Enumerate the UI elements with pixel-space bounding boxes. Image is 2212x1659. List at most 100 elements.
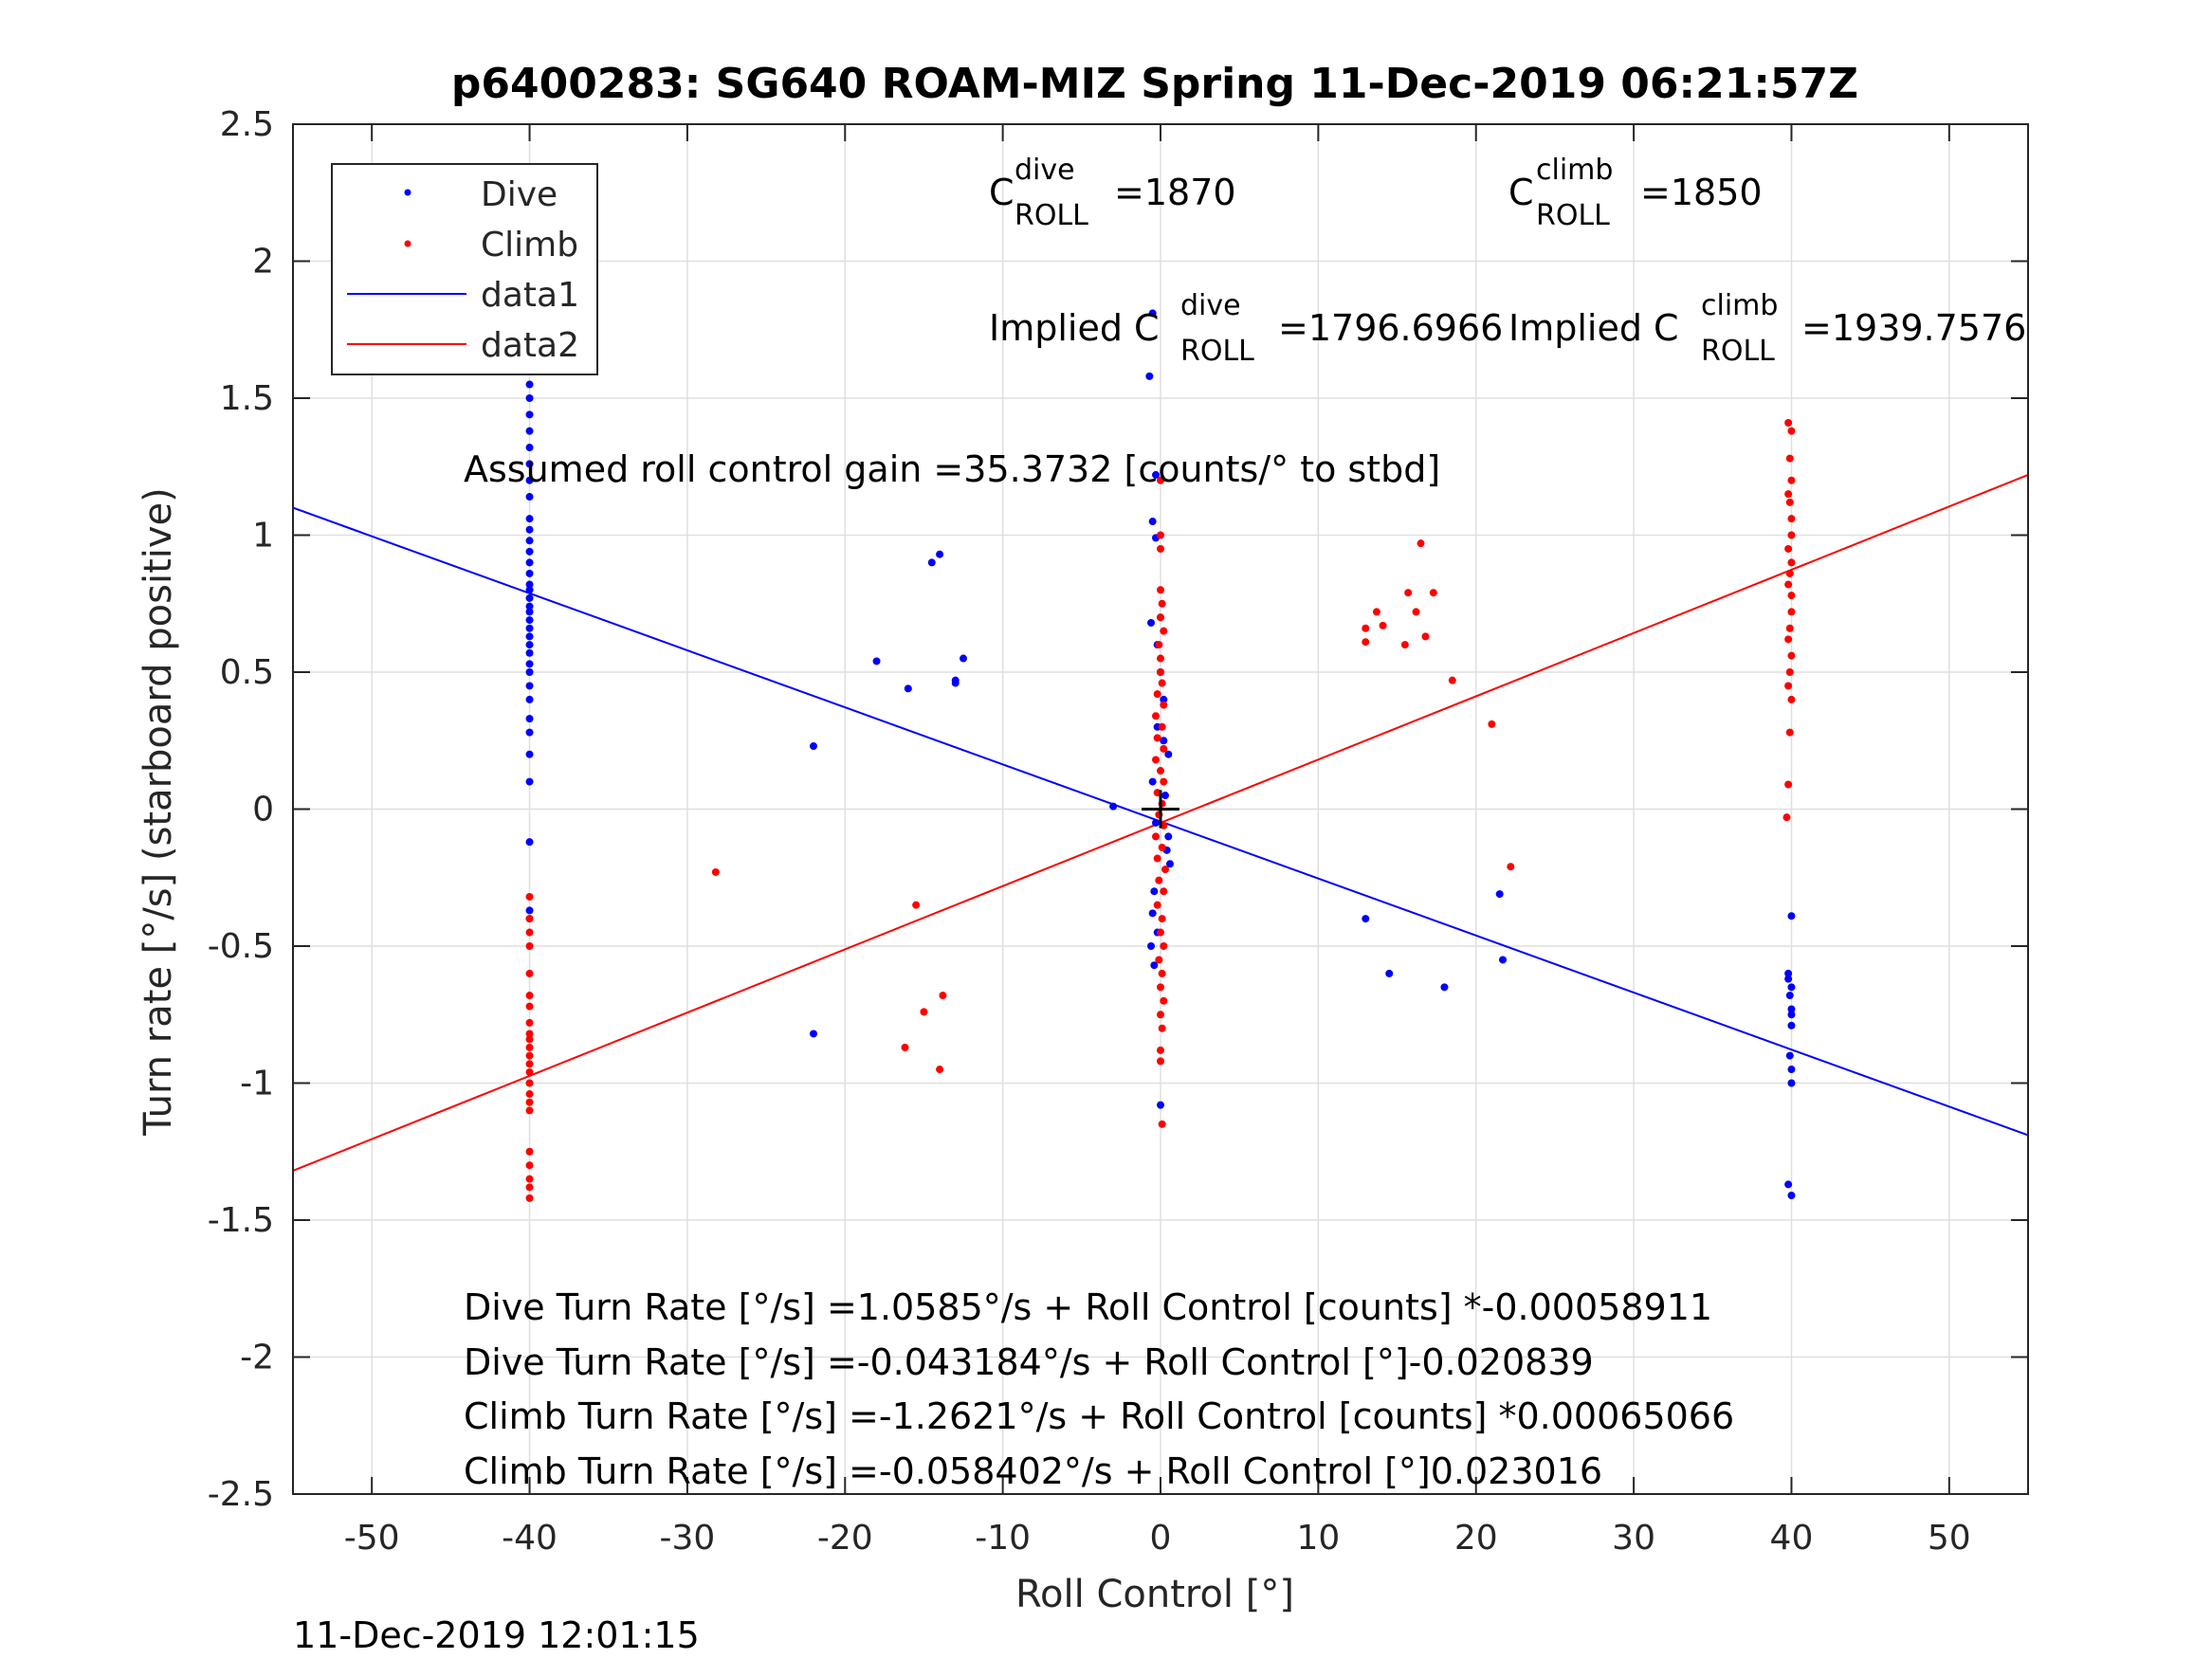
- point-dive: [525, 586, 534, 594]
- point-dive: [525, 493, 534, 501]
- point-climb: [1153, 901, 1161, 909]
- c-dive-sub: ROLL: [1015, 199, 1088, 232]
- point-dive: [1150, 887, 1159, 896]
- point-dive: [1784, 969, 1793, 977]
- implied-climb-annotation: Implied C climb ROLL =1939.7576: [1508, 282, 2026, 369]
- point-climb: [1787, 608, 1796, 616]
- point-climb: [1784, 419, 1793, 428]
- point-dive: [1499, 956, 1508, 964]
- point-dive: [525, 476, 534, 484]
- c-climb-value: =1850: [1640, 172, 1763, 213]
- y-tick-label: -1: [240, 1065, 274, 1103]
- point-climb: [525, 1183, 534, 1192]
- implied-climb-sub: ROLL: [1701, 335, 1775, 368]
- c-dive-value: =1870: [1114, 172, 1236, 213]
- point-climb: [1157, 767, 1164, 775]
- equation-climb-degrees: Climb Turn Rate [°/s] =-0.058402°/s + Ro…: [464, 1450, 1602, 1492]
- point-dive: [1152, 470, 1161, 479]
- point-dive: [936, 550, 944, 558]
- point-dive: [525, 641, 534, 649]
- point-dive: [1150, 961, 1159, 970]
- point-climb: [1158, 843, 1166, 851]
- x-tick-label: -20: [817, 1519, 873, 1558]
- point-climb: [1785, 498, 1794, 506]
- point-dive: [525, 616, 534, 625]
- point-climb: [1785, 668, 1794, 676]
- point-climb: [1362, 638, 1370, 647]
- point-climb: [1507, 863, 1515, 871]
- point-dive: [525, 460, 534, 468]
- point-climb: [1784, 780, 1793, 789]
- point-climb: [1158, 722, 1166, 731]
- legend-dive-marker: [404, 189, 411, 196]
- legend-box: [331, 163, 598, 375]
- equation-climb-counts: Climb Turn Rate [°/s] =-1.2621°/s + Roll…: [464, 1395, 1734, 1437]
- point-dive: [1362, 915, 1370, 923]
- point-dive: [1385, 969, 1394, 977]
- point-climb: [1155, 876, 1163, 884]
- point-climb: [1379, 621, 1387, 629]
- point-climb: [1157, 983, 1164, 992]
- point-climb: [1157, 1057, 1164, 1066]
- point-climb: [1421, 632, 1430, 641]
- point-dive: [525, 593, 534, 602]
- point-climb: [1160, 887, 1168, 896]
- point-dive: [525, 660, 534, 668]
- point-dive: [525, 515, 534, 523]
- point-climb: [711, 867, 720, 876]
- point-dive: [1165, 860, 1174, 868]
- implied-dive-annotation: Implied C dive ROLL =1796.6966: [989, 282, 1503, 369]
- x-ticks: -50 -40 -30 -20 -10 0 10 20 30 40 50: [344, 124, 1971, 1558]
- point-dive: [525, 695, 534, 703]
- point-climb: [525, 1194, 534, 1202]
- point-climb: [1157, 476, 1164, 484]
- point-climb: [525, 1018, 534, 1027]
- y-tick-label: 2.5: [220, 105, 274, 144]
- point-climb: [1785, 624, 1794, 632]
- point-climb: [525, 1161, 534, 1170]
- legend-climb-label: Climb: [481, 226, 578, 264]
- c-climb-sup: climb: [1536, 154, 1613, 187]
- point-dive: [525, 682, 534, 690]
- point-climb: [1782, 813, 1791, 822]
- point-climb: [1157, 1011, 1164, 1019]
- point-dive: [1787, 1021, 1796, 1030]
- x-tick-label: -40: [502, 1519, 558, 1558]
- point-climb: [1157, 613, 1164, 622]
- point-dive: [1152, 818, 1161, 827]
- point-dive: [525, 525, 534, 534]
- implied-climb-value: =1939.7576: [1801, 307, 2026, 349]
- point-climb: [525, 942, 534, 950]
- point-dive: [810, 742, 817, 751]
- point-dive: [960, 654, 968, 663]
- point-dive: [1787, 983, 1796, 992]
- point-dive: [525, 394, 534, 402]
- point-climb: [1160, 744, 1168, 753]
- x-tick-label: 20: [1454, 1519, 1498, 1558]
- point-dive: [525, 750, 534, 758]
- gain-annotation: Assumed roll control gain =35.3732 [coun…: [464, 448, 1440, 490]
- x-tick-label: 10: [1296, 1519, 1340, 1558]
- implied-climb-sup: climb: [1701, 289, 1778, 322]
- point-climb: [1412, 608, 1420, 616]
- point-climb: [1787, 476, 1796, 484]
- point-dive: [525, 728, 534, 737]
- point-dive: [525, 547, 534, 556]
- point-climb: [525, 915, 534, 923]
- point-climb: [1153, 690, 1161, 699]
- point-climb: [936, 1066, 944, 1074]
- point-climb: [525, 969, 534, 977]
- legend-climb-marker: [404, 240, 411, 247]
- point-climb: [1160, 701, 1168, 709]
- x-tick-label: 0: [1150, 1519, 1172, 1558]
- point-dive: [1148, 909, 1157, 918]
- y-tick-label: -2.5: [208, 1475, 274, 1514]
- point-climb: [525, 892, 534, 901]
- c-climb-sub: ROLL: [1536, 199, 1610, 232]
- point-climb: [1157, 668, 1164, 676]
- y-tick-label: 1.5: [220, 379, 274, 418]
- y-tick-label: -1.5: [208, 1201, 274, 1240]
- point-climb: [1372, 608, 1380, 616]
- x-tick-label: -30: [660, 1519, 716, 1558]
- point-dive: [525, 906, 534, 915]
